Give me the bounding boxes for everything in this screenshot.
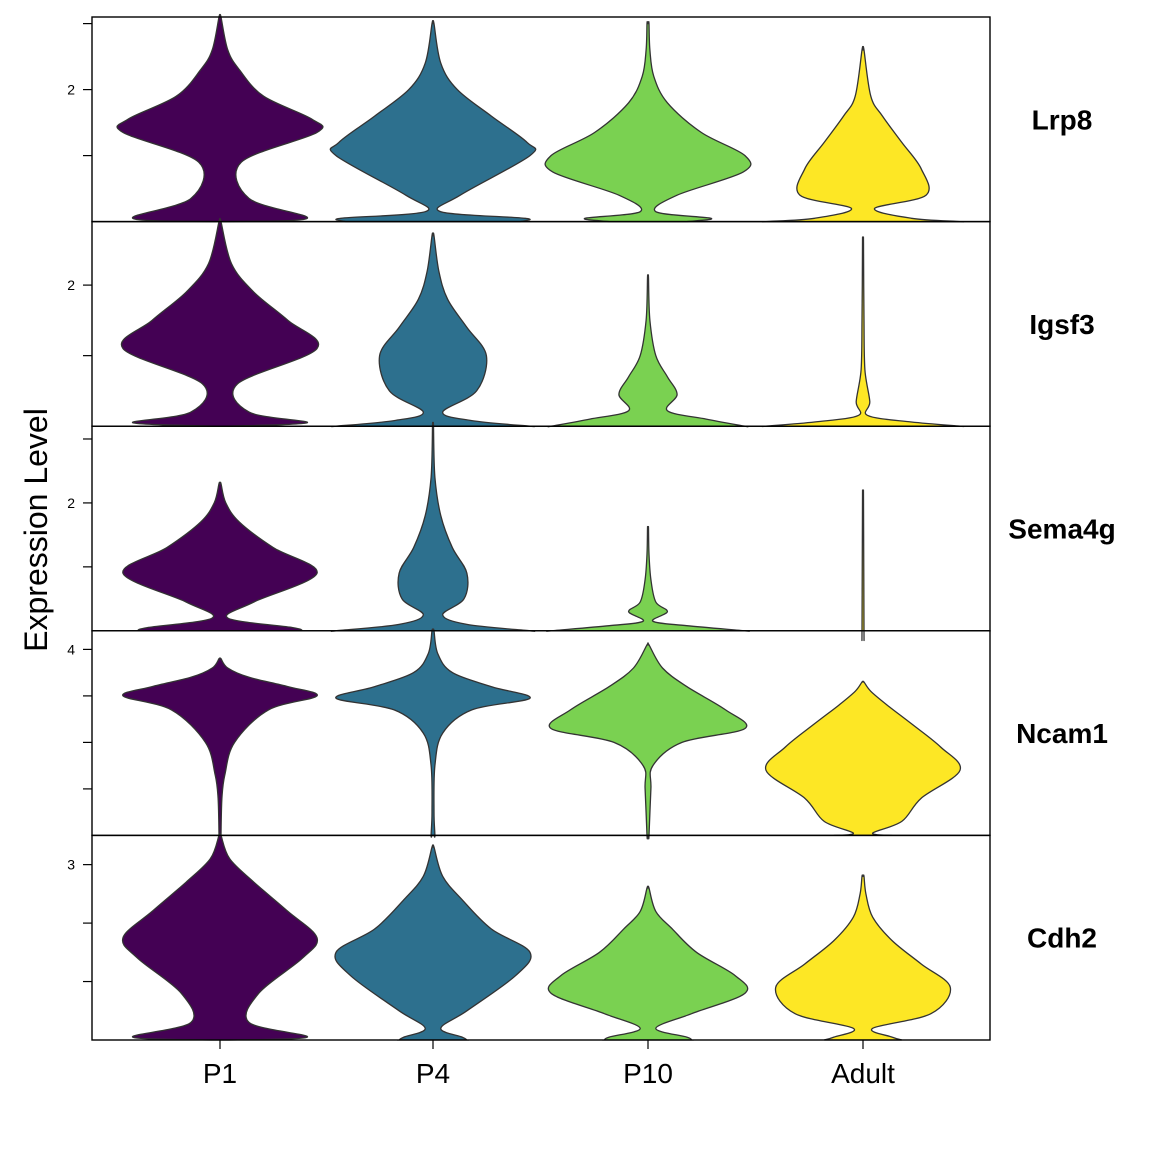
violin-lrp8-p10 xyxy=(544,21,752,223)
panel-sema4g: 2 Sema4g xyxy=(67,421,1116,642)
violin-cdh2-p10 xyxy=(547,885,749,1041)
panel-border xyxy=(91,834,991,1041)
x-tick-label: Adult xyxy=(831,1058,895,1089)
violin-sema4g-adult xyxy=(861,489,865,642)
gene-label: Igsf3 xyxy=(1029,309,1094,340)
violin-igsf3-adult xyxy=(761,236,965,428)
y-tick-label: 2 xyxy=(67,495,75,511)
violin-lrp8-adult xyxy=(761,45,965,223)
panel-lrp8: 2 Lrp8 xyxy=(67,13,1093,223)
violin-igsf3-p10 xyxy=(547,274,749,428)
violin-sema4g-p4 xyxy=(330,421,536,632)
violin-igsf3-p1 xyxy=(120,217,320,427)
y-tick-label: 2 xyxy=(67,82,75,98)
violin-cdh2-p1 xyxy=(121,833,319,1041)
y-tick-label: 4 xyxy=(67,641,75,657)
y-tick-label: 2 xyxy=(67,277,75,293)
x-tick-label: P1 xyxy=(203,1058,237,1089)
gene-label: Lrp8 xyxy=(1032,104,1093,135)
violin-sema4g-p1 xyxy=(122,481,318,632)
gene-label: Ncam1 xyxy=(1016,718,1108,749)
gene-label: Cdh2 xyxy=(1027,923,1097,954)
x-tick-label: P4 xyxy=(416,1058,450,1089)
panel-igsf3: 2 Igsf3 xyxy=(67,217,1095,428)
violin-cdh2-p4 xyxy=(334,844,532,1041)
violin-lrp8-p1 xyxy=(116,13,324,223)
panel-ncam1: 4 Ncam1 xyxy=(67,628,1108,840)
x-tick-label: P10 xyxy=(623,1058,673,1089)
violin-igsf3-p4 xyxy=(331,232,535,428)
panel-cdh2: 3 Cdh2 xyxy=(67,833,1097,1041)
violin-ncam1-p10 xyxy=(548,642,748,840)
violin-cdh2-adult xyxy=(774,874,952,1041)
y-tick-label: 3 xyxy=(67,857,75,873)
violin-ncam1-p4 xyxy=(335,628,531,838)
violin-lrp8-p4 xyxy=(329,20,537,223)
gene-label: Sema4g xyxy=(1008,514,1115,545)
violin-ncam1-p1 xyxy=(122,657,318,839)
violin-sema4g-p10 xyxy=(546,525,750,632)
y-axis-label: Expression Level xyxy=(18,408,54,652)
violin-ncam1-adult xyxy=(764,680,962,837)
